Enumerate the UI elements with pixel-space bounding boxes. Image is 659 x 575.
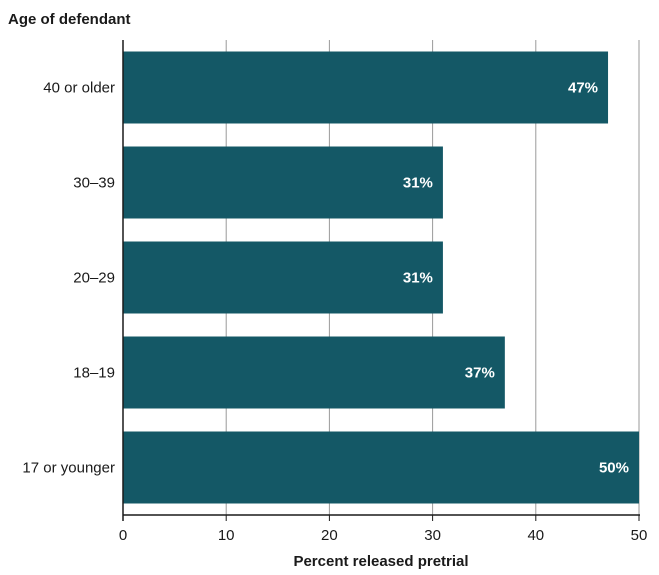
tick-label: 30: [424, 527, 441, 544]
bar: [123, 336, 505, 409]
tick-label: 20: [321, 527, 338, 544]
category-labels: 40 or older 30–39 20–29 18–19 17 or younger: [22, 80, 115, 477]
data-label: 47%: [568, 80, 598, 97]
x-axis-ticks: 0 10 20 30 40 50: [119, 515, 648, 544]
data-label: 31%: [403, 175, 433, 192]
tick-label: 10: [218, 527, 235, 544]
x-axis-title: Percent released pretrial: [293, 553, 468, 570]
tick-label: 40: [527, 527, 544, 544]
data-label: 50%: [599, 460, 629, 477]
bar: [123, 431, 639, 504]
tick-label: 50: [631, 527, 648, 544]
bar: [123, 241, 443, 314]
category-label: 20–29: [73, 270, 115, 287]
bar: [123, 146, 443, 219]
category-label: 17 or younger: [22, 460, 115, 477]
tick-label: 0: [119, 527, 127, 544]
data-label: 31%: [403, 270, 433, 287]
data-label: 37%: [465, 365, 495, 382]
category-label: 30–39: [73, 175, 115, 192]
bar: [123, 51, 609, 124]
y-axis-title: Age of defendant: [8, 11, 131, 28]
category-label: 18–19: [73, 365, 115, 382]
bars: 47% 31% 31% 37% 50%: [123, 51, 639, 504]
category-label: 40 or older: [43, 80, 115, 97]
